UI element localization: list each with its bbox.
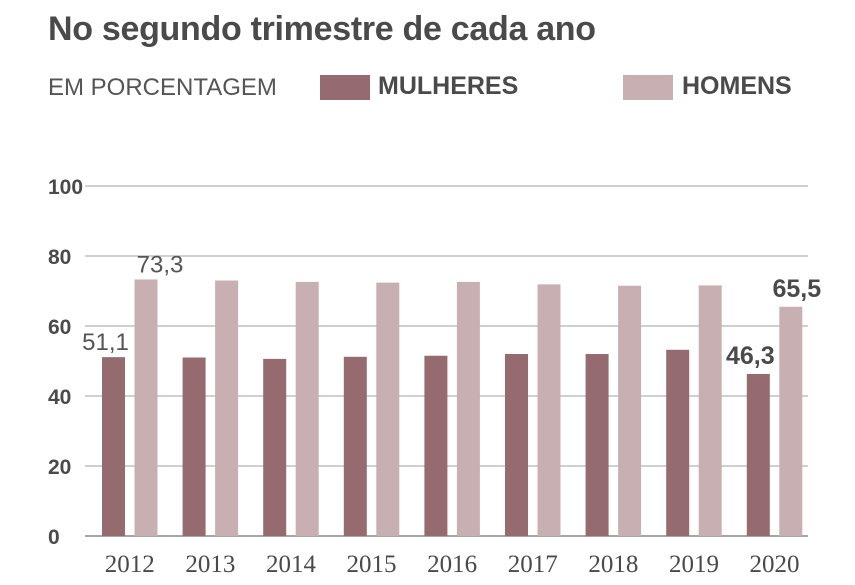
bar-homens-2014 — [295, 281, 319, 536]
x-tick-label-2017: 2017 — [508, 551, 558, 578]
legend-label-mulheres: MULHERES — [378, 72, 519, 100]
bar-mulheres-2013 — [182, 357, 206, 536]
data-label-mulheres-2012: 51,1 — [82, 329, 129, 356]
x-tick-label-2014: 2014 — [266, 551, 317, 578]
bar-mulheres-2016 — [424, 355, 448, 536]
bar-mulheres-2015 — [343, 356, 367, 536]
bar-homens-2017 — [537, 284, 561, 536]
bar-homens-2019 — [698, 285, 722, 536]
y-tick-label-40: 40 — [48, 386, 71, 409]
bar-homens-2015 — [376, 282, 400, 536]
x-tick-label-2018: 2018 — [588, 551, 638, 578]
legend-swatch-mulheres — [320, 75, 370, 100]
x-tick-label-2016: 2016 — [427, 551, 477, 578]
y-tick-label-0: 0 — [48, 526, 60, 549]
bar-homens-2020 — [779, 306, 803, 536]
y-tick-label-60: 60 — [48, 316, 71, 339]
y-tick-label-20: 20 — [48, 456, 71, 479]
x-tick-label-2013: 2013 — [185, 551, 235, 578]
bar-mulheres-2017 — [505, 354, 528, 536]
bar-mulheres-2014 — [263, 358, 287, 536]
bar-homens-2012 — [134, 279, 158, 536]
chart-subtitle: EM PORCENTAGEM — [48, 74, 277, 101]
data-label-mulheres-2020: 46,3 — [726, 342, 775, 370]
bar-mulheres-2019 — [666, 349, 690, 536]
chart-title: No segundo trimestre de cada ano — [48, 10, 596, 48]
data-label-homens-2012: 73,3 — [137, 251, 184, 278]
y-tick-label-80: 80 — [48, 246, 71, 269]
x-tick-label-2020: 2020 — [750, 551, 800, 578]
legend-label-homens: HOMENS — [682, 72, 792, 100]
x-tick-label-2015: 2015 — [347, 551, 397, 578]
x-tick-label-2019: 2019 — [669, 551, 719, 578]
bar-mulheres-2012 — [102, 357, 125, 536]
bar-homens-2013 — [215, 280, 239, 536]
bar-homens-2016 — [456, 281, 480, 536]
y-tick-label-100: 100 — [48, 176, 83, 199]
bar-homens-2018 — [618, 285, 642, 536]
bar-mulheres-2018 — [585, 354, 609, 536]
legend-swatch-homens — [623, 75, 673, 100]
bar-mulheres-2020 — [746, 373, 770, 536]
x-tick-label-2012: 2012 — [105, 551, 155, 578]
data-label-homens-2020: 65,5 — [772, 275, 821, 303]
